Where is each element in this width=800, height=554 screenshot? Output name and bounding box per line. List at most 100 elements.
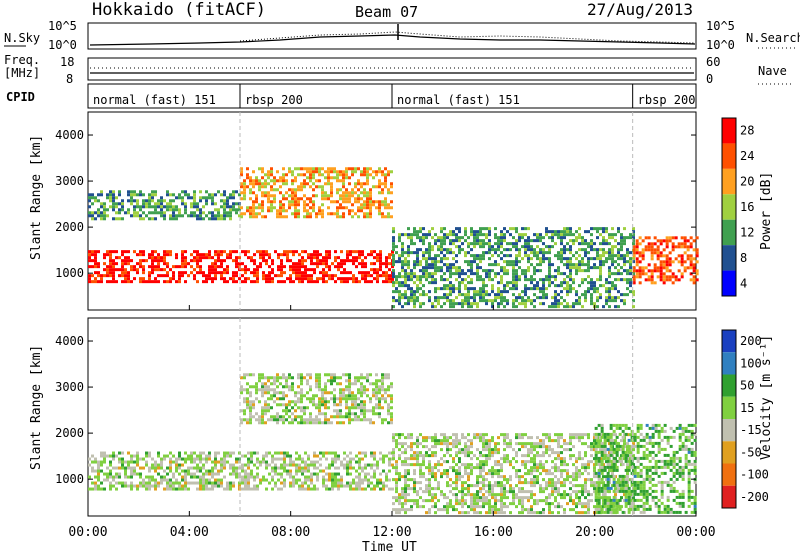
heatmap-cell	[485, 484, 488, 488]
heatmap-cell	[488, 445, 491, 449]
heatmap-cell	[321, 215, 324, 219]
heatmap-cell	[181, 265, 184, 269]
heatmap-cell	[428, 272, 431, 276]
heatmap-cell	[587, 263, 590, 267]
heatmap-cell	[665, 269, 669, 273]
heatmap-cell	[443, 454, 446, 458]
heatmap-cell	[443, 242, 446, 246]
heatmap-cell	[608, 242, 611, 246]
heatmap-cell	[431, 499, 434, 503]
heatmap-cell	[166, 202, 169, 206]
heatmap-cell	[291, 376, 294, 380]
heatmap-cell	[446, 505, 449, 509]
heatmap-cell	[342, 388, 345, 392]
heatmap-cell	[470, 248, 473, 252]
heatmap-cell	[542, 248, 545, 252]
heatmap-cell	[354, 182, 357, 186]
heatmap-cell	[342, 176, 345, 180]
heatmap-cell	[100, 463, 103, 467]
heatmap-cell	[479, 469, 482, 473]
heatmap-cell	[363, 385, 366, 389]
heatmap-cell	[632, 290, 635, 294]
heatmap-cell	[261, 373, 264, 377]
heatmap-cell	[294, 176, 297, 180]
heatmap-cell	[467, 242, 470, 246]
heatmap-cell	[482, 293, 485, 297]
heatmap-cell	[276, 412, 279, 416]
heatmap-cell	[130, 460, 133, 464]
heatmap-cell	[328, 277, 331, 281]
heatmap-cell	[321, 403, 324, 407]
heatmap-cell	[318, 373, 321, 377]
heatmap-cell	[428, 242, 431, 246]
heatmap-cell	[282, 194, 285, 198]
heatmap-cell	[264, 421, 267, 425]
heatmap-cell	[97, 472, 100, 476]
heatmap-cell	[476, 448, 479, 452]
heatmap-cell	[88, 214, 91, 218]
heatmap-cell	[300, 394, 303, 398]
heatmap-cell	[563, 457, 566, 461]
heatmap-cell	[369, 200, 372, 204]
heatmap-cell	[279, 176, 282, 180]
heatmap-cell	[367, 481, 370, 485]
heatmap-cell	[599, 278, 602, 282]
heatmap-cell	[360, 388, 363, 392]
heatmap-cell	[416, 439, 419, 443]
heatmap-cell	[306, 379, 309, 383]
heatmap-cell	[491, 469, 494, 473]
heatmap-cell	[208, 265, 211, 269]
heatmap-cell	[509, 502, 512, 506]
heatmap-cell	[310, 277, 313, 281]
heatmap-cell	[276, 179, 279, 183]
heatmap-cell	[181, 475, 184, 479]
heatmap-cell	[560, 472, 563, 476]
heatmap-cell	[464, 251, 467, 255]
heatmap-cell	[310, 460, 313, 464]
heatmap-cell	[611, 260, 614, 264]
heatmap-cell	[121, 460, 124, 464]
heatmap-cell	[431, 278, 434, 282]
heatmap-cell	[243, 388, 246, 392]
heatmap-cell	[310, 487, 313, 491]
heatmap-cell	[461, 505, 464, 509]
heatmap-cell	[286, 451, 289, 455]
heatmap-cell	[315, 394, 318, 398]
heatmap-cell	[325, 484, 328, 488]
heatmap-cell	[369, 209, 372, 213]
heatmap-cell	[190, 460, 193, 464]
heatmap-cell	[385, 277, 388, 281]
heatmap-cell	[500, 508, 503, 512]
heatmap-cell	[172, 199, 175, 203]
heatmap-cell	[133, 454, 136, 458]
heatmap-cell	[578, 260, 581, 264]
heatmap-cell	[431, 451, 434, 455]
heatmap-cell	[590, 296, 593, 300]
heatmap-cell	[524, 233, 527, 237]
heatmap-cell	[557, 457, 560, 461]
heatmap-cell	[500, 230, 503, 234]
heatmap-cell	[280, 268, 283, 272]
heatmap-cell	[255, 182, 258, 186]
heatmap-cell	[160, 259, 163, 263]
heatmap-cell	[118, 274, 121, 278]
heatmap-cell	[527, 472, 530, 476]
heatmap-cell	[620, 266, 623, 270]
heatmap-cell	[118, 268, 121, 272]
heatmap-cell	[366, 197, 369, 201]
heatmap-cell	[334, 472, 337, 476]
heatmap-cell	[109, 193, 112, 197]
heatmap-cell	[446, 445, 449, 449]
heatmap-cell	[262, 460, 265, 464]
heatmap-cell	[348, 209, 351, 213]
heatmap-cell	[321, 203, 324, 207]
heatmap-cell	[309, 212, 312, 216]
heatmap-cell	[452, 445, 455, 449]
heatmap-cell	[294, 206, 297, 210]
heatmap-cell	[253, 463, 256, 467]
y-tick-label: 1000	[55, 266, 84, 280]
heatmap-cell	[373, 451, 376, 455]
heatmap-cell	[398, 299, 401, 303]
heatmap-cell	[369, 421, 372, 425]
heatmap-cell	[229, 253, 232, 257]
